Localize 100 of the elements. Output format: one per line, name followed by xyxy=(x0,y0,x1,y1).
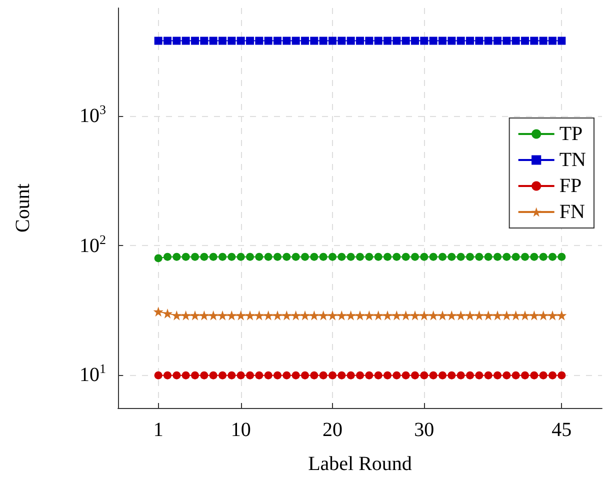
point xyxy=(402,371,410,380)
point xyxy=(245,310,255,320)
point xyxy=(411,36,419,45)
point xyxy=(255,252,264,261)
point xyxy=(164,252,172,261)
point xyxy=(218,36,226,45)
point xyxy=(226,310,237,320)
point xyxy=(209,371,218,380)
point xyxy=(429,371,438,380)
point xyxy=(438,371,446,380)
point xyxy=(364,310,374,320)
point xyxy=(420,252,428,261)
point xyxy=(558,252,566,261)
x-tick-label: 30 xyxy=(414,419,434,441)
point xyxy=(154,254,162,262)
point xyxy=(209,252,218,261)
legend-label: FP xyxy=(559,175,582,197)
point xyxy=(420,36,428,45)
point xyxy=(402,252,410,261)
point xyxy=(365,36,374,45)
point xyxy=(494,252,502,261)
point xyxy=(209,36,218,45)
point xyxy=(494,371,502,380)
point xyxy=(154,36,162,45)
point xyxy=(319,36,328,45)
point xyxy=(520,310,530,320)
point xyxy=(539,36,548,45)
point xyxy=(438,310,448,320)
point xyxy=(292,371,300,380)
point xyxy=(182,371,190,380)
point xyxy=(392,310,402,320)
point xyxy=(448,371,456,380)
point xyxy=(448,36,456,45)
point xyxy=(246,371,254,380)
point xyxy=(272,310,282,320)
point xyxy=(474,310,484,320)
point xyxy=(182,252,190,261)
point xyxy=(274,371,282,380)
point xyxy=(558,36,566,45)
point xyxy=(319,252,328,261)
point xyxy=(456,371,465,380)
point xyxy=(538,310,548,320)
point xyxy=(338,36,346,45)
point xyxy=(429,252,438,261)
point xyxy=(502,371,511,380)
point xyxy=(539,252,548,261)
y-tick-label: 10$^{2}$ xyxy=(80,232,106,259)
point xyxy=(218,252,226,261)
point xyxy=(392,371,401,380)
point xyxy=(208,310,218,320)
point xyxy=(475,36,484,45)
point xyxy=(338,371,346,380)
point xyxy=(228,371,236,380)
point xyxy=(346,252,355,261)
point xyxy=(290,310,301,320)
point xyxy=(456,252,465,261)
x-tick-label: 20 xyxy=(322,419,342,441)
legend-label: TN xyxy=(559,149,586,171)
point xyxy=(200,371,208,380)
point xyxy=(190,310,200,320)
point xyxy=(172,252,181,261)
point xyxy=(246,36,254,45)
point xyxy=(301,36,309,45)
point xyxy=(374,36,382,45)
point xyxy=(200,36,208,45)
legend-label: TP xyxy=(559,123,583,145)
point xyxy=(164,36,172,45)
point xyxy=(494,36,502,45)
point xyxy=(301,252,309,261)
point xyxy=(530,371,538,380)
point xyxy=(466,252,474,261)
point xyxy=(502,36,511,45)
point xyxy=(172,371,181,380)
point xyxy=(336,310,347,320)
point xyxy=(282,310,292,320)
point xyxy=(465,310,475,320)
point xyxy=(521,252,529,261)
point xyxy=(162,308,172,318)
point xyxy=(446,310,457,320)
point xyxy=(384,36,392,45)
point xyxy=(199,310,210,320)
point xyxy=(521,36,529,45)
point xyxy=(282,36,291,45)
point xyxy=(400,310,411,320)
point xyxy=(328,36,336,45)
point xyxy=(356,252,364,261)
point xyxy=(530,36,538,45)
point xyxy=(392,36,401,45)
point xyxy=(548,310,558,320)
point xyxy=(548,36,556,45)
point xyxy=(512,36,520,45)
x-axis-title: Label Round xyxy=(308,453,412,475)
point xyxy=(346,371,355,380)
point xyxy=(164,371,172,380)
point xyxy=(512,371,520,380)
y-tick-label: 10$^{1}$ xyxy=(80,361,106,388)
point xyxy=(218,310,228,320)
point xyxy=(328,252,336,261)
point xyxy=(448,252,456,261)
point xyxy=(374,371,382,380)
